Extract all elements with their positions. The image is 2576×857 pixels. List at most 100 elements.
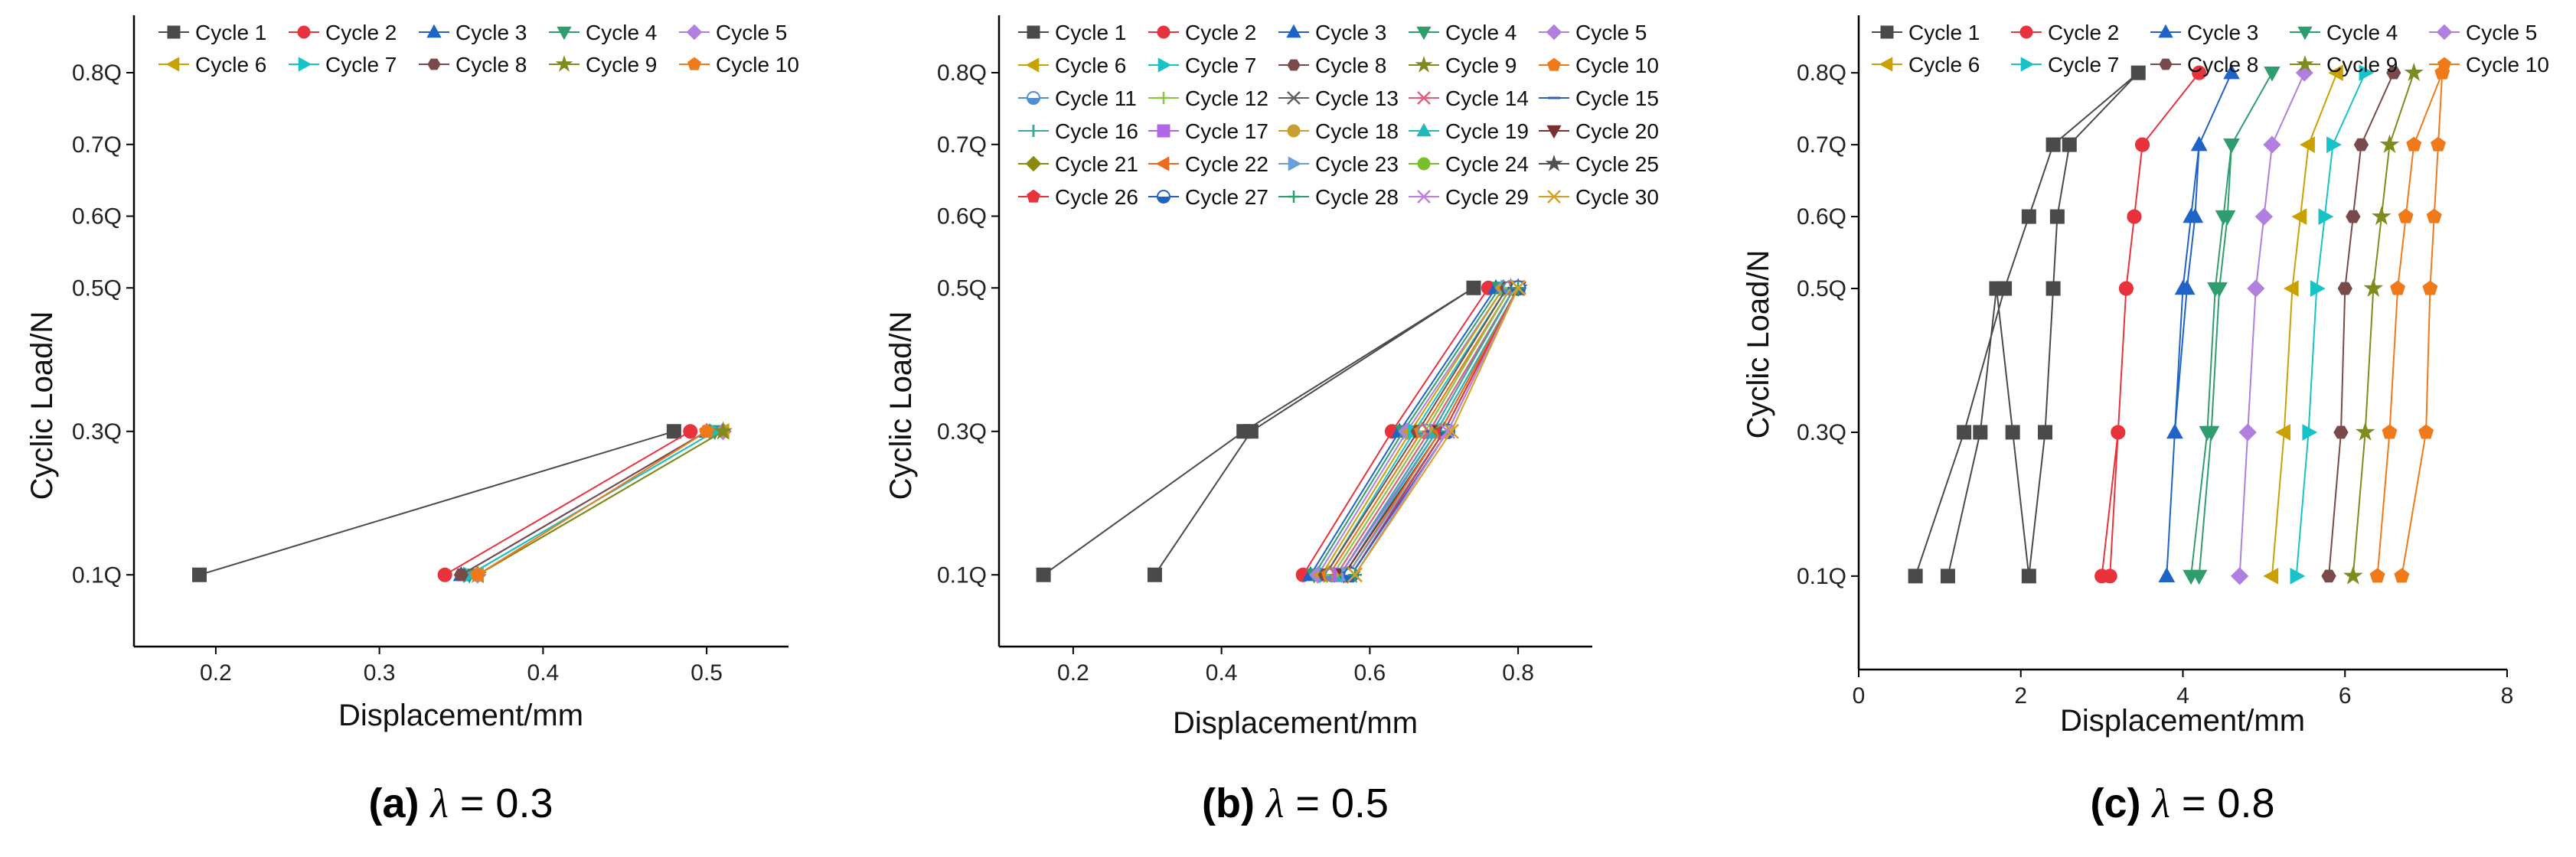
data-point: [1147, 567, 1162, 582]
data-point: [2343, 565, 2363, 585]
data-point: [437, 567, 452, 582]
panel-caption: (c) λ = 0.8: [2091, 780, 2275, 826]
data-point: [2382, 424, 2398, 439]
legend-label: Cycle 23: [1315, 152, 1399, 176]
legend-marker: [1157, 57, 1172, 73]
data-point: [2372, 206, 2392, 225]
y-tick-label: 0.6Q: [1797, 204, 1846, 230]
legend-label: Cycle 4: [2326, 21, 2398, 44]
legend-item: Cycle 7: [1148, 54, 1256, 77]
legend-item: Cycle 1: [1018, 21, 1126, 44]
legend-marker: [1027, 189, 1040, 203]
caption-label: (a): [369, 780, 431, 826]
data-point: [2346, 210, 2361, 223]
series-cycle-2: [1295, 280, 1496, 582]
legend-marker: [1417, 91, 1431, 105]
legend-label: Cycle 5: [1575, 21, 1647, 44]
legend: Cycle 1 Cycle 2 Cycle 3 Cycle 4 Cycle 5 Cycle…: [1018, 21, 1659, 209]
x-tick-label: 0.6: [1354, 660, 1386, 686]
legend-item: Cycle 6: [158, 53, 266, 77]
x-tick-label: 0.4: [1206, 660, 1238, 686]
data-point: [2369, 568, 2385, 583]
legend-item: Cycle 26: [1018, 185, 1138, 209]
series-cycle-6: [2263, 64, 2343, 585]
series-cycle-8: [453, 425, 714, 582]
data-point: [2321, 569, 2336, 583]
legend-label: Cycle 15: [1575, 86, 1659, 110]
legend-marker: [298, 57, 312, 72]
legend-item: Cycle 2: [2011, 21, 2119, 44]
data-point: [2326, 136, 2342, 153]
legend-label: Cycle 4: [586, 21, 657, 44]
data-point: [2183, 207, 2199, 223]
x-tick-label: 0.5: [691, 660, 723, 686]
legend-label: Cycle 28: [1315, 185, 1399, 209]
data-point: [2356, 422, 2375, 441]
data-point: [2021, 569, 2036, 584]
legend-label: Cycle 6: [1908, 53, 1980, 77]
legend-label: Cycle 18: [1315, 119, 1399, 143]
data-point: [2300, 136, 2315, 153]
legend-marker: [1879, 57, 1893, 72]
legend-item: Cycle 6: [1018, 54, 1126, 77]
legend-marker: [686, 24, 703, 41]
legend-item: Cycle 8: [1278, 54, 1386, 77]
legend-marker: [1157, 92, 1170, 104]
data-point: [2127, 209, 2142, 224]
legend-label: Cycle 9: [1445, 54, 1517, 77]
legend-label: Cycle 19: [1445, 119, 1529, 143]
legend-marker: [1155, 156, 1170, 171]
data-point: [1243, 424, 1259, 439]
data-point: [2223, 138, 2240, 154]
legend-item: Cycle 19: [1409, 119, 1529, 143]
legend-marker: [167, 25, 181, 39]
series-cycle-9: [468, 421, 733, 584]
data-point: [2111, 425, 2126, 440]
legend-label: Cycle 25: [1575, 152, 1659, 176]
legend-marker: [1547, 190, 1561, 204]
panel-caption: (a) λ = 0.3: [369, 780, 553, 826]
data-point: [2062, 137, 2077, 152]
data-point: [2174, 279, 2192, 295]
legend-label: Cycle 7: [2048, 53, 2119, 77]
axes: 0.2 0.3 0.4 0.5 0.1Q 0.3Q 0.5Q 0.6Q 0.7Q 0.8Q: [72, 15, 788, 686]
legend-marker: [1287, 59, 1301, 71]
axes: 0 2 4 6 8 0.1Q 0.3Q 0.5Q 0.6Q 0.7Q 0.8Q: [1797, 15, 2513, 709]
plot-area: [1036, 277, 1528, 584]
legend-marker: [1287, 91, 1301, 105]
y-tick-label: 0.8Q: [1797, 60, 1846, 86]
legend-label: Cycle 8: [1315, 54, 1386, 77]
legend-marker: [1287, 124, 1301, 138]
y-tick-label: 0.6Q: [72, 204, 122, 230]
series-cycle-2: [2094, 65, 2207, 584]
legend-marker: [1027, 25, 1040, 39]
legend-marker: [2159, 58, 2173, 70]
legend-marker: [297, 25, 311, 39]
legend-label: Cycle 10: [2466, 53, 2549, 77]
y-tick-label: 0.7Q: [937, 132, 987, 158]
series-line: [199, 430, 674, 576]
data-point: [2215, 210, 2232, 226]
legend-label: Cycle 7: [1185, 54, 1256, 77]
caption-symbol: λ: [429, 780, 449, 826]
legend-item: Cycle 22: [1148, 152, 1268, 176]
legend-label: Cycle 10: [716, 53, 799, 77]
legend-item: Cycle 23: [1278, 152, 1399, 176]
legend-marker: [165, 57, 180, 72]
legend-label: Cycle 3: [1315, 21, 1386, 44]
legend-label: Cycle 12: [1185, 86, 1268, 110]
legend-item: Cycle 3: [2150, 21, 2258, 44]
data-point: [666, 424, 681, 439]
data-point: [2045, 281, 2061, 296]
data-point: [2049, 209, 2065, 224]
legend-label: Cycle 2: [325, 21, 397, 44]
data-point: [2302, 424, 2317, 441]
legend-item: Cycle 8: [2150, 53, 2258, 77]
data-point: [2199, 425, 2216, 442]
data-point: [1466, 280, 1481, 295]
legend: Cycle 1 Cycle 2 Cycle 3 Cycle 4 Cycle 5 Cycle…: [1872, 21, 2549, 77]
data-point: [1940, 569, 1955, 584]
x-tick-label: 0.8: [1502, 660, 1534, 686]
legend-item: Cycle 18: [1278, 119, 1399, 143]
data-point: [2422, 280, 2438, 295]
